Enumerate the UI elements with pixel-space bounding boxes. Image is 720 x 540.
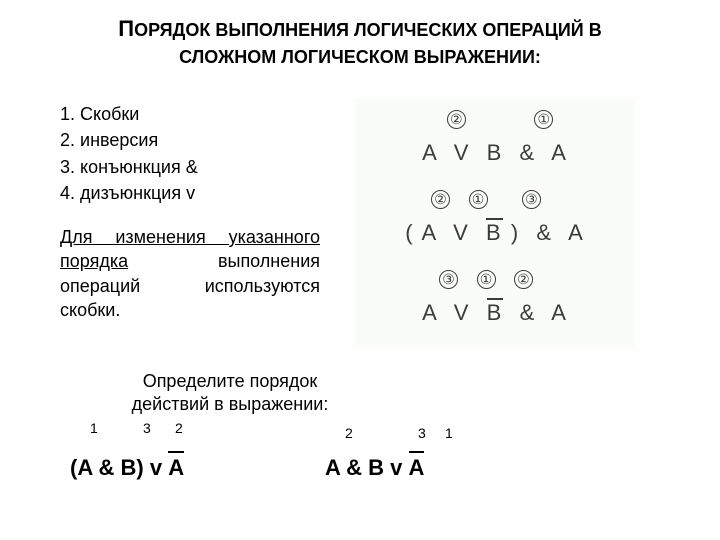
circled-2: ② [431, 190, 450, 209]
rule-2: 2. инверсия [60, 128, 198, 152]
ans-left-2: 2 [175, 420, 183, 436]
title-rest-1: ОРЯДОК ВЫПОЛНЕНИЯ ЛОГИЧЕСКИХ ОПЕРАЦИЙ В [134, 20, 602, 40]
circled-1: ① [477, 270, 496, 289]
rule-1: 1. Скобки [60, 102, 198, 126]
circled-2: ② [514, 270, 533, 289]
example-1-expr: A V B & A [355, 140, 635, 166]
ans-left-1: 1 [90, 420, 98, 436]
example-row-2: ② ① ③ ( A V B ) & A [355, 184, 635, 264]
b-bar: B [486, 220, 503, 246]
expr-part: (A & B) v [70, 455, 168, 480]
circled-1: ① [469, 190, 488, 209]
example-3-labels: ③ ① ② [355, 270, 635, 289]
expr-part-1: A V [422, 300, 487, 325]
example-row-3: ③ ① ② A V B & A [355, 264, 635, 344]
expr-part-2: ) & A [503, 220, 585, 245]
a-bar: A [168, 455, 184, 481]
example-3-expr: A V B & A [355, 300, 635, 326]
example-row-1: ② ① A V B & A [355, 104, 635, 184]
examples-panel: ② ① A V B & A ② ① ③ ( A V B ) & A ③ ① ② … [355, 98, 635, 348]
b-bar: B [487, 300, 504, 326]
rule-3: 3. конъюнкция & [60, 155, 198, 179]
rules-list: 1. Скобки 2. инверсия 3. конъюнкция & 4.… [60, 102, 198, 207]
circled-3: ③ [522, 190, 541, 209]
task-line-1: Определите порядок [90, 370, 370, 393]
bottom-expr-right: A & B v A [325, 455, 424, 481]
ans-right-3: 3 [418, 425, 426, 441]
expr-part-1: ( A V [405, 220, 486, 245]
note-text: Для изменения указанного порядка выполне… [60, 225, 320, 322]
task-line-2: действий в выражении: [90, 393, 370, 416]
bottom-expr-left: (A & B) v A [70, 455, 184, 481]
example-2-expr: ( A V B ) & A [355, 220, 635, 246]
rule-4: 4. дизъюнкция v [60, 181, 198, 205]
note-underline-1: Для изменения указанного [60, 227, 320, 247]
title-capital: П [118, 16, 134, 41]
task-prompt: Определите порядок действий в выражении: [90, 370, 370, 417]
example-2-labels: ② ① ③ [355, 190, 635, 209]
example-1-labels: ② ① [355, 110, 635, 129]
title-line-1: ПОРЯДОК ВЫПОЛНЕНИЯ ЛОГИЧЕСКИХ ОПЕРАЦИЙ В [85, 14, 635, 45]
circled-3: ③ [439, 270, 458, 289]
a-bar: A [409, 455, 425, 481]
circled-1: ① [534, 110, 553, 129]
ans-left-3: 3 [143, 420, 151, 436]
page-title: ПОРЯДОК ВЫПОЛНЕНИЯ ЛОГИЧЕСКИХ ОПЕРАЦИЙ В… [85, 14, 635, 70]
expr-part-2: & A [503, 300, 568, 325]
ans-right-2: 2 [345, 425, 353, 441]
ans-right-1: 1 [445, 425, 453, 441]
title-line-2: СЛОЖНОМ ЛОГИЧЕСКОМ ВЫРАЖЕНИИ: [85, 45, 635, 70]
expr-text: A V B & A [422, 140, 568, 165]
expr-part: A & B v [325, 455, 409, 480]
circled-2: ② [447, 110, 466, 129]
note-underline-2: порядка [60, 251, 128, 271]
